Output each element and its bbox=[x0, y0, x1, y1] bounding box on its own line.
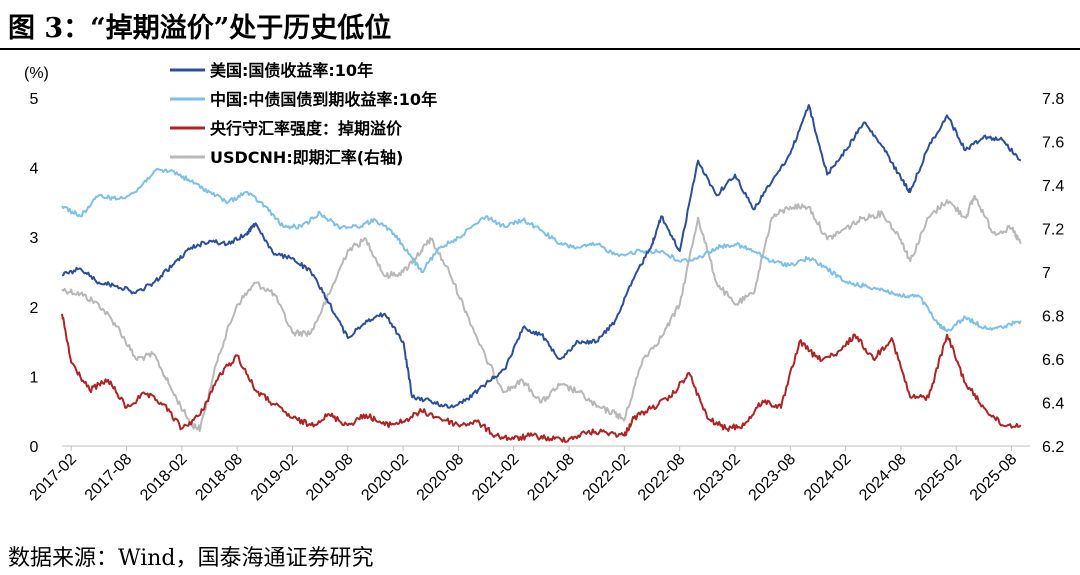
series-line-0 bbox=[61, 104, 1022, 409]
left-tick-label: 2 bbox=[30, 300, 39, 317]
legend-label: 美国:国债收益率:10年 bbox=[210, 61, 373, 80]
series-line-2 bbox=[61, 313, 1022, 443]
x-tick-label: 2025-08 bbox=[967, 451, 1021, 505]
x-tick-label: 2021-08 bbox=[524, 451, 578, 505]
series-line-3 bbox=[61, 194, 1022, 433]
x-tick-label: 2023-08 bbox=[746, 451, 800, 505]
x-tick-label: 2018-08 bbox=[192, 451, 246, 505]
x-tick-label: 2023-02 bbox=[690, 451, 744, 505]
right-tick-label: 6.4 bbox=[1042, 396, 1064, 413]
x-tick-label: 2022-08 bbox=[635, 451, 689, 505]
right-tick-label: 7.4 bbox=[1042, 178, 1064, 195]
x-tick-label: 2019-08 bbox=[303, 451, 357, 505]
right-tick-label: 7.2 bbox=[1042, 222, 1064, 239]
chart: (%) 0 1 2 3 4 5 6.2 6.4 6.6 6.8 7 7.2 7.4 7.6 7.8 2017-0… bbox=[24, 61, 1064, 504]
legend-label: 央行守汇率强度：掉期溢价 bbox=[210, 119, 403, 138]
left-tick-label: 0 bbox=[30, 439, 39, 456]
legend-label: USDCNH:即期汇率(右轴) bbox=[210, 148, 403, 167]
x-tick-label: 2024-02 bbox=[801, 451, 855, 505]
x-tick-label: 2017-08 bbox=[82, 451, 136, 505]
legend-label: 中国:中债国债到期收益率:10年 bbox=[210, 90, 437, 109]
axes: (%) 0 1 2 3 4 5 6.2 6.4 6.6 6.8 7 7.2 7.4 7.6 7.8 2017-0… bbox=[24, 65, 1064, 504]
right-tick-label: 7.8 bbox=[1042, 91, 1064, 108]
x-tick-label: 2018-02 bbox=[137, 451, 191, 505]
left-tick-label: 1 bbox=[30, 369, 39, 386]
right-tick-label: 6.6 bbox=[1042, 352, 1064, 369]
x-tick-label: 2020-08 bbox=[414, 451, 468, 505]
x-tick-label: 2017-02 bbox=[27, 451, 81, 505]
x-tick-label: 2022-02 bbox=[580, 451, 634, 505]
right-tick-label: 6.2 bbox=[1042, 439, 1064, 456]
left-tick-label: 3 bbox=[30, 230, 39, 247]
x-tick-label: 2019-02 bbox=[248, 451, 302, 505]
legend: 美国:国债收益率:10年中国:中债国债到期收益率:10年央行守汇率强度：掉期溢价… bbox=[170, 61, 437, 167]
x-tick-label: 2024-08 bbox=[856, 451, 910, 505]
left-tick-label: 4 bbox=[30, 161, 39, 178]
x-tick-label: 2021-02 bbox=[469, 451, 523, 505]
left-axis-unit: (%) bbox=[24, 65, 49, 82]
title-rule bbox=[0, 48, 1080, 50]
left-tick-label: 5 bbox=[30, 91, 39, 108]
x-tick-label: 2025-02 bbox=[912, 451, 966, 505]
x-tick-label: 2020-02 bbox=[358, 451, 412, 505]
series-line-1 bbox=[61, 167, 1022, 333]
source-note: 数据来源：Wind，国泰海通证券研究 bbox=[8, 546, 374, 571]
figure-title: 图 3：“掉期溢价”处于历史低位 bbox=[8, 13, 392, 44]
right-tick-label: 7 bbox=[1042, 265, 1051, 282]
right-tick-label: 7.6 bbox=[1042, 135, 1064, 152]
series-lines bbox=[61, 104, 1022, 443]
right-tick-label: 6.8 bbox=[1042, 309, 1064, 326]
